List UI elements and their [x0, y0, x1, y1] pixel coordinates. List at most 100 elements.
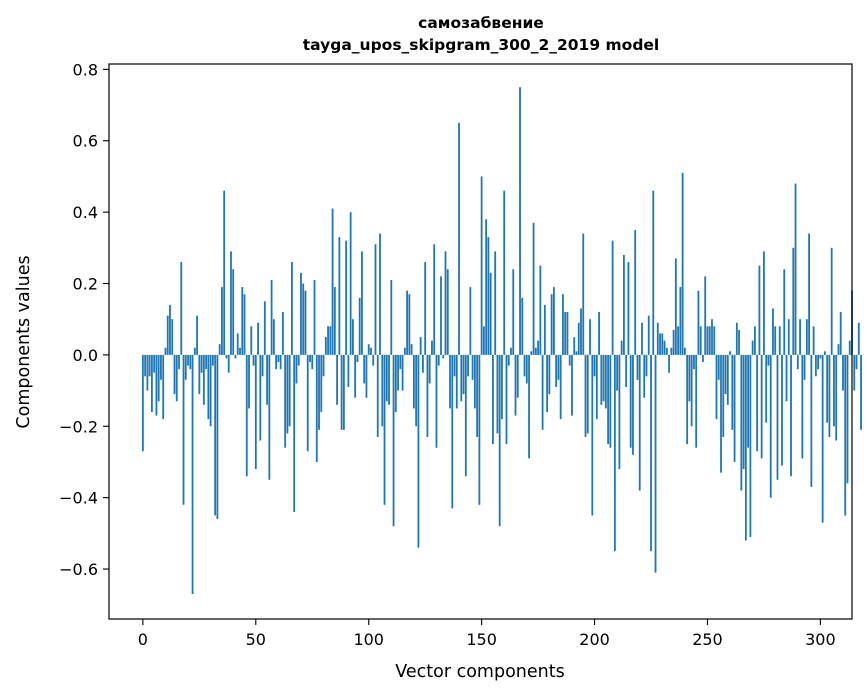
bar [196, 315, 198, 355]
bar [670, 347, 673, 355]
bar [857, 322, 860, 355]
y-tick-label: 0.8 [73, 60, 98, 79]
bar [860, 354, 862, 430]
bar [437, 354, 440, 366]
y-tick-label: −0.2 [59, 417, 98, 436]
bar [697, 290, 700, 355]
y-tick-label: −0.4 [59, 489, 98, 508]
bar [428, 354, 431, 384]
bar [406, 290, 409, 355]
bar [178, 354, 180, 370]
x-tick-label: 100 [353, 630, 384, 649]
bar [672, 329, 675, 355]
bar [625, 354, 628, 387]
bar [442, 354, 445, 359]
bar [417, 354, 420, 548]
bar [751, 340, 754, 355]
bar [243, 294, 246, 355]
bar [543, 304, 546, 355]
bar [776, 354, 779, 480]
bar [367, 344, 370, 355]
bar [155, 354, 158, 416]
bar [835, 354, 838, 441]
bar [758, 265, 761, 355]
x-axis-label: Vector components [395, 662, 564, 682]
bar [349, 212, 352, 355]
bar [842, 354, 844, 391]
bar [361, 251, 363, 355]
bar [446, 269, 449, 355]
x-tick-label: 0 [138, 630, 148, 649]
bar [826, 354, 829, 423]
bar [629, 354, 632, 448]
bar [297, 354, 300, 366]
bar [778, 326, 781, 355]
bar [695, 354, 698, 448]
bar [738, 329, 740, 355]
bar [494, 251, 497, 355]
bar [690, 354, 693, 427]
bar [435, 354, 438, 448]
bar [711, 319, 713, 355]
bar [735, 322, 738, 355]
bar [647, 315, 650, 355]
bar [726, 354, 729, 405]
bar [151, 354, 153, 412]
chart-subtitle: tayga_upos_skipgram_300_2_2019 model [303, 36, 660, 54]
bar [295, 354, 298, 384]
bar [250, 326, 253, 355]
bar [618, 354, 621, 470]
bar [141, 354, 144, 452]
bar [636, 354, 639, 380]
bar [650, 354, 652, 552]
bar [645, 354, 648, 377]
bar [611, 240, 614, 355]
bar [720, 354, 722, 473]
bar [266, 354, 268, 405]
bar [487, 237, 490, 355]
x-tick-label: 150 [466, 630, 497, 649]
bar [157, 354, 160, 402]
bar [803, 354, 806, 380]
bar [659, 333, 661, 355]
bar [451, 354, 454, 509]
bar [586, 354, 589, 434]
bar [501, 354, 503, 420]
bar [792, 247, 795, 355]
bar [824, 351, 826, 355]
bar [223, 190, 226, 355]
bar [683, 347, 686, 355]
bar [532, 222, 535, 355]
bar [663, 340, 666, 355]
bar [546, 354, 549, 412]
bar [263, 301, 266, 355]
bar [390, 279, 393, 355]
bar [306, 354, 309, 452]
bar [239, 347, 241, 355]
bar [600, 354, 603, 405]
bar [674, 258, 677, 355]
bar [225, 354, 228, 359]
bar [769, 354, 772, 498]
bar [564, 312, 567, 355]
bar [686, 354, 689, 445]
bar [173, 354, 176, 395]
bar [555, 354, 558, 387]
bar [591, 354, 594, 516]
bar [787, 319, 790, 355]
bar [315, 354, 318, 462]
bar [717, 354, 720, 380]
bar [322, 354, 325, 377]
bar [765, 354, 768, 423]
bar [473, 354, 476, 409]
bar [643, 354, 646, 398]
bar [200, 354, 203, 373]
bar [731, 354, 734, 430]
bar [573, 337, 576, 355]
bar [397, 354, 399, 391]
bar [302, 283, 305, 355]
bar [749, 354, 752, 537]
bar [774, 326, 777, 355]
bar [218, 344, 221, 355]
